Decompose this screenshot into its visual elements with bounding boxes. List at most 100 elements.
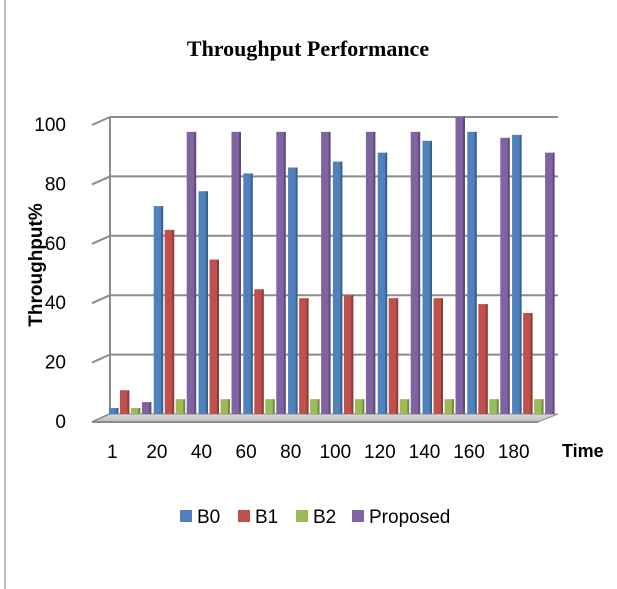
- bar-b2: [130, 408, 141, 414]
- bar-b0: [243, 173, 253, 414]
- bar-b1: [433, 298, 443, 414]
- bar-side: [217, 259, 219, 414]
- bar-side: [351, 295, 354, 414]
- gridline-depth: [91, 353, 111, 364]
- bar-proposed: [500, 137, 510, 415]
- x-tick-label: 1: [107, 442, 118, 463]
- x-tick-label: 60: [236, 442, 257, 463]
- y-tick-label: 80: [45, 174, 66, 195]
- y-axis-label: Throughput%: [26, 203, 47, 327]
- chart-title: Throughput Performance: [187, 36, 429, 61]
- bar-side: [138, 408, 141, 414]
- bar-b2: [444, 399, 454, 414]
- bar-b2: [175, 399, 186, 414]
- bar-proposed: [545, 152, 555, 414]
- bar-side: [552, 152, 555, 414]
- bar-side: [183, 399, 186, 414]
- x-tick-label: 80: [280, 442, 301, 463]
- bar-proposed: [141, 402, 152, 414]
- legend-label-b0: B0: [197, 507, 220, 528]
- bar-side: [519, 134, 522, 414]
- bar-b2: [489, 399, 499, 414]
- bar-side: [430, 140, 432, 414]
- bar-side: [385, 152, 388, 414]
- bar-b0: [198, 191, 208, 414]
- bar-b1: [343, 295, 354, 414]
- bar-b1: [299, 298, 309, 414]
- bar-side: [317, 399, 320, 414]
- bar-side: [206, 191, 208, 414]
- bar-b1: [209, 259, 219, 414]
- bar-b0: [467, 131, 477, 414]
- bar-side: [507, 137, 510, 415]
- bar-b0: [153, 206, 164, 414]
- bar-side: [127, 390, 130, 414]
- legend-label-b1: B1: [255, 507, 278, 528]
- bar-side: [306, 298, 309, 414]
- bar-side: [441, 298, 443, 414]
- bar-b0: [332, 161, 343, 414]
- bar-b1: [254, 289, 264, 414]
- bar-proposed: [321, 131, 331, 414]
- bar-b1: [388, 298, 399, 414]
- y-tick-label: 40: [45, 293, 66, 314]
- bar-side: [340, 161, 343, 414]
- gridline-depth: [91, 116, 111, 126]
- bar-b1: [478, 304, 488, 414]
- bar-b2: [265, 399, 275, 414]
- bar-b1: [523, 313, 533, 414]
- bar-side: [373, 131, 376, 414]
- bar-side: [228, 399, 230, 414]
- x-tick-labels: 1 20 40 60 80 100 120 140 160 180: [107, 442, 530, 463]
- bar-side: [418, 131, 421, 414]
- bar-b0: [377, 152, 388, 414]
- bar-side: [541, 399, 544, 414]
- floor-surface: [91, 413, 559, 423]
- bar-side: [161, 206, 164, 414]
- bar-side: [328, 131, 331, 414]
- legend: B0 B1 B2 Proposed: [180, 507, 450, 528]
- bar-proposed: [365, 131, 376, 414]
- x-tick-label: 160: [453, 442, 485, 463]
- bar-proposed: [455, 117, 465, 414]
- bar-side: [116, 408, 119, 414]
- bar-b2: [354, 399, 365, 414]
- x-tick-label: 180: [498, 442, 530, 463]
- bar-b1: [119, 390, 130, 414]
- bar-side: [283, 131, 286, 414]
- bars: [108, 117, 555, 415]
- bar-b1: [164, 229, 175, 414]
- bar-side: [149, 402, 152, 414]
- bar-b2: [220, 399, 230, 414]
- y-tick-label: 60: [45, 234, 66, 255]
- legend-swatch-b0: [180, 510, 192, 522]
- bar-side: [396, 298, 399, 414]
- legend-label-proposed: Proposed: [369, 507, 450, 528]
- bar-side: [250, 173, 253, 414]
- bar-side: [463, 117, 465, 414]
- y-tick-label: 100: [34, 115, 66, 136]
- x-tick-label: 100: [319, 442, 351, 463]
- bar-proposed: [276, 131, 286, 414]
- plot-floor: [91, 413, 559, 423]
- x-tick-label: 40: [191, 442, 212, 463]
- x-tick-label: 140: [409, 442, 441, 463]
- legend-swatch-b1: [238, 510, 250, 522]
- legend-label-b2: B2: [313, 507, 336, 528]
- y-tick-labels: 0 20 40 60 80 100: [34, 115, 66, 433]
- bar-proposed: [410, 131, 421, 414]
- x-axis-label: Time: [562, 441, 604, 461]
- y-tick-label: 0: [55, 412, 66, 433]
- bar-b0: [512, 134, 522, 414]
- bar-b2: [310, 399, 320, 414]
- y-tick-label: 20: [45, 353, 66, 374]
- bar-side: [239, 131, 241, 414]
- bar-side: [362, 399, 365, 414]
- bar-proposed: [231, 131, 241, 414]
- bar-side: [172, 229, 175, 414]
- bar-b2: [534, 399, 544, 414]
- x-tick-label: 20: [146, 442, 167, 463]
- bar-side: [485, 304, 488, 414]
- bar-side: [261, 289, 264, 414]
